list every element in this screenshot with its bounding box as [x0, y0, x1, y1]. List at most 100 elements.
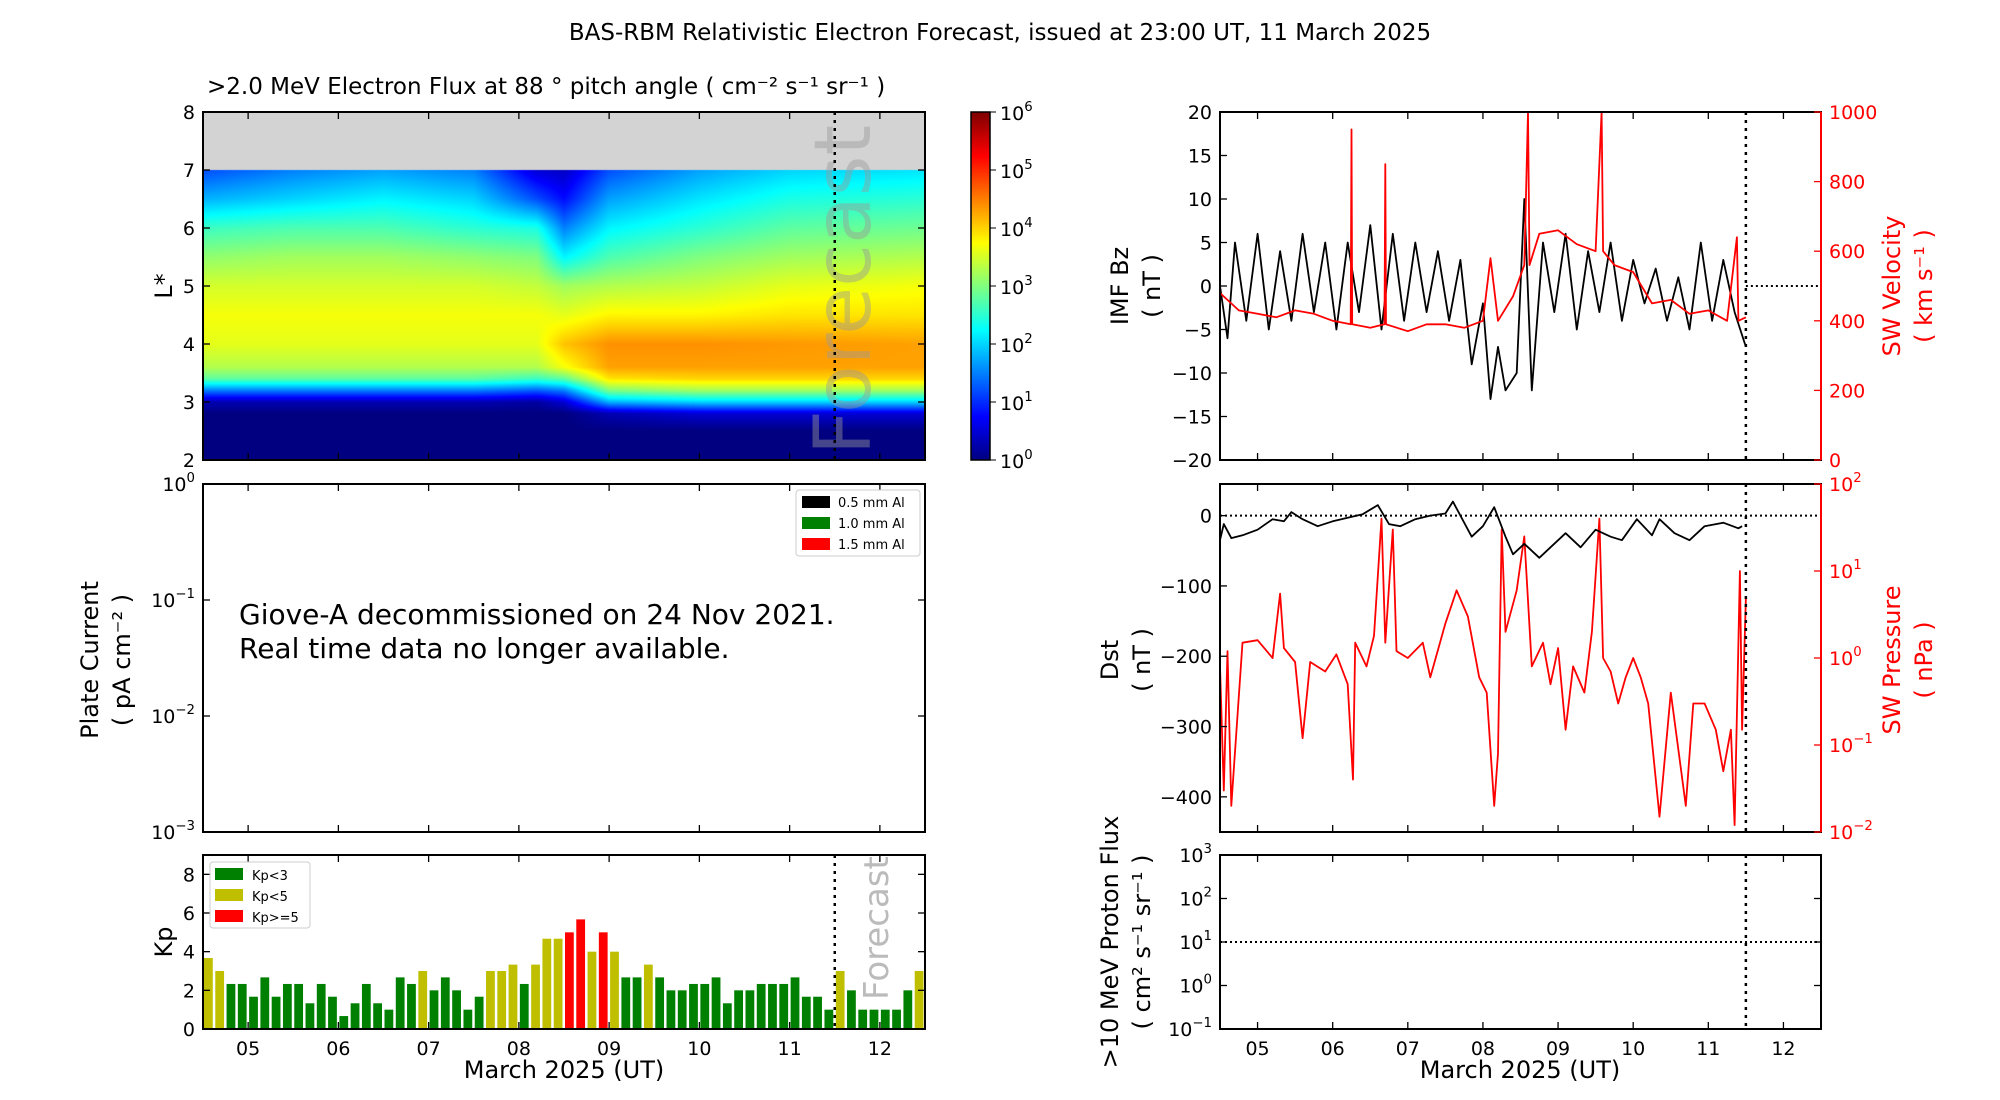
legend-swatch [215, 910, 243, 922]
colorbar-tick-label: 105 [1000, 158, 1033, 183]
legend-label: 0.5 mm Al [838, 496, 905, 511]
velocity-ylabel: SW Velocity [1878, 216, 1906, 357]
velocity-ytick-label: 0 [1829, 450, 1841, 472]
bz-ytick-label: −10 [1172, 363, 1212, 385]
velocity-units: ( km s⁻¹ ) [1910, 229, 1938, 343]
pressure-line [1219, 517, 1747, 826]
kp-bar [655, 977, 665, 1029]
kp-bar [463, 1009, 473, 1029]
plate-panel-frame [202, 483, 926, 833]
kp-bar [801, 996, 811, 1029]
kp-bar [373, 1003, 382, 1029]
kp-ytick-label: 2 [183, 980, 195, 1002]
flux-panel-title: >2.0 MeV Electron Flux at 88 ° pitch ang… [207, 74, 885, 100]
kp-forecast-watermark: Forecast [857, 856, 897, 1000]
kp-bar [350, 1003, 360, 1029]
kp-bar [734, 990, 743, 1029]
kp-ytick-label: 0 [183, 1019, 195, 1041]
kp-bar [440, 977, 450, 1029]
flux-colorbar [971, 112, 990, 460]
kp-bar [835, 971, 845, 1029]
kp-bar [643, 964, 653, 1029]
kp-bar [565, 932, 574, 1029]
kp-bar [486, 971, 495, 1029]
bz-line [1219, 198, 1747, 401]
legend-label: 1.5 mm Al [838, 538, 905, 553]
legend-swatch [215, 889, 243, 901]
kp-bar [790, 977, 800, 1029]
kp-bar [316, 983, 326, 1029]
kp-ytick-label: 4 [183, 942, 195, 964]
x-tick-label: 08 [507, 1038, 531, 1060]
kp-bar [384, 1009, 394, 1029]
x-tick-label: 09 [597, 1038, 621, 1060]
kp-bar [779, 983, 789, 1029]
kp-bar [271, 996, 281, 1029]
kp-bar [294, 983, 304, 1029]
velocity-ytick-label: 1000 [1829, 102, 1877, 124]
colorbar-tick-label: 101 [1000, 390, 1033, 415]
pressure-ytick-label: 101 [1829, 558, 1862, 583]
legend-label: Kp<5 [252, 890, 288, 905]
kp-bar [666, 990, 676, 1029]
x-tick-label: 12 [868, 1038, 892, 1060]
kp-bar [553, 938, 563, 1029]
dst-units: ( nT ) [1128, 628, 1156, 692]
giove-message-line1: Giove-A decommissioned on 24 Nov 2021. [239, 598, 835, 631]
x-tick-label: 07 [1396, 1038, 1420, 1060]
kp-bar [768, 983, 777, 1029]
dst-ytick-label: −300 [1160, 717, 1212, 739]
velocity-ytick-label: 800 [1829, 172, 1865, 194]
kp-bar [700, 983, 710, 1029]
bz-units: ( nT ) [1138, 254, 1166, 318]
kp-bar [542, 938, 552, 1029]
pressure-ytick-label: 10−1 [1829, 732, 1873, 757]
flux-ytick-label: 4 [183, 334, 195, 356]
proton-ytick-label: 101 [1179, 929, 1212, 954]
kp-bar [361, 983, 371, 1029]
plate-current-units: ( pA cm⁻² ) [108, 594, 136, 726]
legend-swatch [215, 868, 243, 880]
bz-ytick-label: 5 [1200, 233, 1212, 255]
kp-bar [847, 990, 856, 1029]
legend-swatch [802, 496, 830, 508]
legend-swatch [802, 517, 830, 529]
flux-ylabel: L* [150, 273, 178, 298]
electron-flux-heatmap [203, 112, 925, 460]
kp-bar [452, 990, 461, 1029]
kp-bar [519, 983, 529, 1029]
kp-bar [237, 983, 247, 1029]
x-tick-label: 05 [236, 1038, 260, 1060]
bz-ytick-label: 20 [1188, 102, 1212, 124]
pressure-ylabel: SW Pressure [1878, 585, 1906, 734]
kp-bar [745, 990, 755, 1029]
x-tick-label: 10 [687, 1038, 711, 1060]
giove-message-line2: Real time data no longer available. [239, 632, 730, 665]
legend-label: Kp<3 [252, 869, 288, 884]
kp-bar [576, 919, 586, 1029]
pressure-ytick-label: 100 [1829, 645, 1862, 670]
x-tick-label: 12 [1771, 1038, 1795, 1060]
bz-ytick-label: 10 [1188, 189, 1212, 211]
kp-bar [204, 958, 213, 1029]
proton-units: ( cm² s⁻¹ sr⁻¹ ) [1128, 855, 1156, 1030]
kp-bar [598, 932, 608, 1029]
bz-ytick-label: −20 [1172, 450, 1212, 472]
plate-ytick-label: 10−2 [151, 703, 195, 728]
x-tick-label: 08 [1471, 1038, 1495, 1060]
kp-bar [722, 1003, 732, 1029]
left-xlabel: March 2025 (UT) [464, 1056, 664, 1084]
kp-bar [282, 983, 292, 1029]
x-tick-label: 06 [1321, 1038, 1345, 1060]
kp-bar [621, 977, 631, 1029]
plate-ytick-label: 10−1 [151, 587, 195, 612]
dst-ytick-label: −200 [1160, 646, 1212, 668]
velocity-ytick-label: 400 [1829, 311, 1865, 333]
kp-bar [903, 990, 913, 1029]
kp-bar [610, 951, 619, 1029]
dst-ytick-label: −100 [1160, 576, 1212, 598]
kp-bar [407, 983, 416, 1029]
kp-ylabel: Kp [150, 927, 178, 958]
colorbar-tick-label: 102 [1000, 332, 1033, 357]
